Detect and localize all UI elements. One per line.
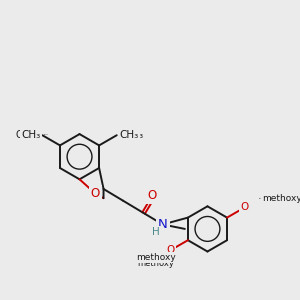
Text: CH₃: CH₃ bbox=[119, 130, 139, 140]
Text: methoxy: methoxy bbox=[136, 253, 175, 262]
Text: O: O bbox=[166, 245, 175, 255]
Text: H: H bbox=[152, 227, 160, 237]
Text: methoxy: methoxy bbox=[259, 198, 266, 199]
Text: methoxy: methoxy bbox=[262, 194, 300, 203]
Text: methoxy: methoxy bbox=[137, 259, 174, 268]
Text: methoxy: methoxy bbox=[156, 262, 162, 264]
Text: methoxy_label: methoxy_label bbox=[156, 258, 166, 260]
Text: methyl: methyl bbox=[44, 134, 49, 135]
Text: methoxy: methoxy bbox=[156, 259, 163, 260]
Text: O: O bbox=[148, 189, 157, 202]
Text: H: H bbox=[152, 226, 160, 236]
Text: methoxy: methoxy bbox=[262, 198, 268, 199]
Text: CH₃: CH₃ bbox=[21, 130, 41, 140]
Text: O: O bbox=[166, 245, 174, 255]
Text: N: N bbox=[158, 218, 168, 231]
Text: methoxy: methoxy bbox=[157, 260, 164, 261]
Text: O: O bbox=[91, 187, 100, 200]
Text: O: O bbox=[241, 202, 249, 212]
Text: methoxy: methoxy bbox=[156, 259, 162, 260]
Text: O: O bbox=[240, 202, 249, 212]
Text: CH₃: CH₃ bbox=[16, 130, 34, 140]
Text: O: O bbox=[91, 187, 100, 200]
Text: O: O bbox=[148, 189, 157, 202]
Text: CH₃: CH₃ bbox=[125, 130, 143, 140]
Text: methoxy: methoxy bbox=[156, 258, 162, 259]
Text: methyl: methyl bbox=[118, 134, 123, 135]
Text: methoxy_txt: methoxy_txt bbox=[156, 260, 165, 262]
Text: N: N bbox=[158, 218, 168, 231]
Text: methoxy_label: methoxy_label bbox=[259, 198, 270, 200]
